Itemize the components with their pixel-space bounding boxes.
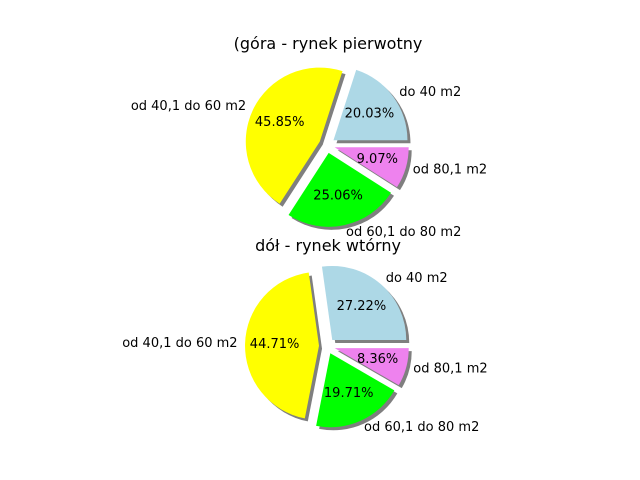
pie-slice-do-40 (333, 69, 408, 141)
percent-label-od-60-80: 25.06% (313, 189, 363, 204)
category-label-do-40: do 40 m2 (386, 271, 448, 286)
category-label-od-80: od 80,1 m2 (413, 362, 487, 377)
category-label-od-60-80: od 60,1 do 80 m2 (364, 420, 479, 435)
category-label-od-80: od 80,1 m2 (413, 163, 487, 178)
percent-label-od-80: 8.36% (357, 352, 398, 367)
percent-label-od-40-60: 45.85% (255, 115, 305, 130)
pie-slice-od-60-80 (288, 152, 391, 227)
chart-title-bottom: dół - rynek wtórny (255, 236, 401, 255)
pie-slice-od-80 (334, 348, 409, 386)
chart-title-top: (góra - rynek pierwotny (234, 34, 423, 53)
percent-label-do-40: 27.22% (337, 299, 387, 314)
category-label-od-40-60: od 40,1 do 60 m2 (122, 336, 237, 351)
pie-slice-do-40 (321, 265, 407, 340)
pie-slice-od-80 (334, 147, 409, 188)
pie-chart-top: do 40 m2 20.03% od 40,1 do 60 m2 45.85% od 6… (131, 67, 487, 240)
category-label-do-40: do 40 m2 (399, 85, 461, 100)
pie-chart-bottom: do 40 m2 27.22% od 40,1 do 60 m2 44.71% od 6… (122, 265, 488, 435)
percent-label-od-60-80: 19.71% (324, 386, 374, 401)
percent-label-do-40: 20.03% (345, 107, 395, 122)
category-label-od-40-60: od 40,1 do 60 m2 (131, 99, 246, 114)
pie-slice-od-40-60 (245, 67, 343, 204)
pie-slice-od-40-60 (245, 272, 320, 419)
percent-label-od-40-60: 44.71% (250, 337, 300, 352)
pie-slice-od-60-80 (316, 353, 395, 428)
percent-label-od-80: 9.07% (357, 152, 398, 167)
category-label-od-60-80: od 60,1 do 80 m2 (346, 225, 461, 240)
